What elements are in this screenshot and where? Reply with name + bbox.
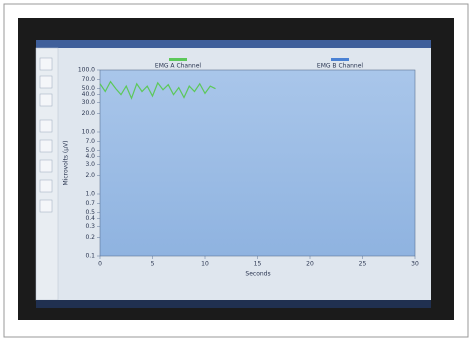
x-tick-label: 5 (151, 261, 155, 268)
legend-swatch (331, 58, 349, 61)
screenshot: Seconds Microvolts (µV) 100.070.050.040.… (0, 0, 472, 341)
y-tick-label: 70.0 (82, 76, 96, 83)
y-tick-label: 0.3 (85, 223, 95, 230)
y-tick-label: 40.0 (82, 91, 96, 98)
y-tick-label: 30.0 (82, 99, 96, 106)
x-axis-title: Seconds (245, 271, 270, 278)
y-tick-label: 0.4 (85, 215, 95, 222)
x-tick-label: 0 (98, 261, 102, 268)
x-tick-label: 20 (306, 261, 314, 268)
y-tick-label: 0.1 (85, 253, 95, 260)
y-tick-label: 4.0 (85, 153, 95, 160)
legend-label: EMG B Channel (317, 63, 364, 70)
window-bar (36, 40, 431, 48)
legend-swatch (169, 58, 187, 61)
y-tick-label: 10.0 (82, 129, 96, 136)
x-tick-label: 30 (411, 261, 419, 268)
y-tick-label: 7.0 (85, 138, 95, 145)
y-tick-label: 100.0 (78, 67, 95, 74)
y-tick-label: 2.0 (85, 172, 95, 179)
x-tick-label: 15 (254, 261, 262, 268)
y-tick-label: 0.7 (85, 200, 95, 207)
y-tick-label: 0.2 (85, 234, 95, 241)
taskbar (36, 300, 431, 308)
x-tick-label: 25 (359, 261, 367, 268)
legend-label: EMG A Channel (155, 63, 202, 70)
x-tick-label: 10 (201, 261, 209, 268)
y-tick-label: 20.0 (82, 110, 96, 117)
y-tick-label: 3.0 (85, 161, 95, 168)
y-axis-title: Microvolts (µV) (63, 140, 70, 185)
y-tick-label: 1.0 (85, 191, 95, 198)
plot-area (100, 70, 415, 256)
page: {"chart_data": {"type": "line", "log_y":… (0, 0, 472, 341)
